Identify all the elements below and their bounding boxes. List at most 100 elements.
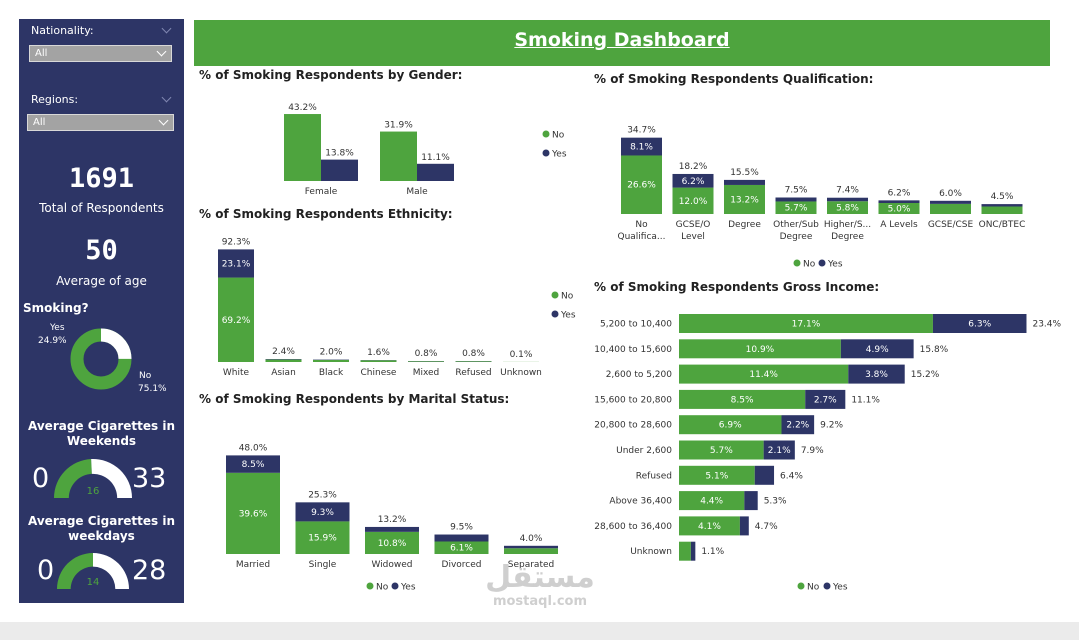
category-label: GCSE/CSE xyxy=(928,220,974,230)
bar-yes xyxy=(739,516,749,536)
bar-yes xyxy=(504,545,558,549)
bar-yes xyxy=(805,389,846,409)
total-label: 2.0% xyxy=(320,348,343,358)
dashboard-header: Smoking Dashboard xyxy=(194,20,1050,66)
data-label: 13.8% xyxy=(325,149,354,159)
qualification-chart: 26.6% 8.1% 34.7% No Qualifica... 12.0% 6.2% 18.… xyxy=(617,126,1026,270)
legend-marker-no xyxy=(551,291,559,299)
bar-yes xyxy=(321,159,358,181)
legend-label-yes: Yes xyxy=(560,311,576,321)
total-label: 6.0% xyxy=(939,189,962,199)
bar-no xyxy=(679,516,740,536)
bar-yes xyxy=(621,137,662,156)
category-label: Chinese xyxy=(361,368,397,378)
chevron-down-icon xyxy=(156,46,167,57)
data-label: 5.7% xyxy=(785,204,808,214)
category-label: GCSE/O xyxy=(676,220,711,230)
regions-chevron-icon[interactable] xyxy=(161,92,172,103)
weekdays-gauge-max: 28 xyxy=(132,555,167,586)
data-label: 17.1% xyxy=(792,320,821,330)
legend-marker-no xyxy=(793,259,801,267)
sidebar: Nationality: All Regions: All 1691 Total… xyxy=(19,19,184,603)
category-label: A Levels xyxy=(880,220,918,230)
total-label: 9.5% xyxy=(450,523,473,533)
total-label: 6.4% xyxy=(780,471,803,481)
legend-marker-yes xyxy=(542,149,550,157)
total-label: 48.0% xyxy=(239,443,268,453)
data-label: 4.4% xyxy=(700,497,723,507)
total-label: 1.6% xyxy=(367,348,390,358)
total-label: 34.7% xyxy=(627,126,656,136)
data-label: 12.0% xyxy=(679,197,708,207)
bar-yes xyxy=(754,465,775,485)
income-chart-title: % of Smoking Respondents Gross Income: xyxy=(594,280,880,294)
watermark-logo: مستقل mostaql.com xyxy=(470,562,610,610)
total-label: 1.1% xyxy=(701,547,724,557)
weekends-title-line2: Weekends xyxy=(66,434,137,448)
average-age-value: 50 xyxy=(85,235,118,266)
data-label: 26.6% xyxy=(627,181,656,191)
donut-slice-yes xyxy=(70,328,132,390)
gauge-value: 16 xyxy=(87,486,100,497)
category-label: Mixed xyxy=(413,368,440,378)
bar-yes xyxy=(672,173,714,188)
total-label: 2.4% xyxy=(272,347,295,357)
total-label: 7.5% xyxy=(785,186,808,196)
legend-label-no: No xyxy=(552,131,565,141)
gauge-remaining xyxy=(91,459,132,498)
category-label: ONC/BTEC xyxy=(979,220,1026,230)
gauge-fill xyxy=(57,553,93,589)
category-label: No xyxy=(635,220,648,230)
ethnicity-chart: 69.2% 23.1% 92.3% White 2.4% Asian 2.0% Black 1.… xyxy=(218,237,576,378)
data-label: 3.8% xyxy=(865,370,888,380)
total-label: 0.8% xyxy=(462,349,485,359)
total-label: 13.2% xyxy=(378,515,407,525)
bar-no xyxy=(672,187,714,214)
weekdays-gauge: 14 xyxy=(57,553,129,589)
smoking-yes-value: 24.9% xyxy=(38,336,67,346)
regions-select[interactable]: All xyxy=(27,114,174,131)
weekends-title-line1: Average Cigarettes in xyxy=(28,419,175,433)
bar-no xyxy=(284,114,321,181)
bar-no xyxy=(313,359,349,362)
gender-chart: 43.2% 13.8% Female 31.9% 11.1% Male No Yes xyxy=(284,103,567,197)
bar-no xyxy=(226,472,280,554)
total-label: 0.1% xyxy=(510,350,533,360)
bar-yes xyxy=(781,415,815,435)
category-label: Married xyxy=(236,560,270,570)
category-label: Asian xyxy=(271,368,296,378)
bar-no xyxy=(827,201,868,214)
total-label: 11.1% xyxy=(851,395,880,405)
weekdays-gauge-min: 0 xyxy=(37,555,55,586)
data-label: 5.0% xyxy=(888,205,911,215)
bar-yes xyxy=(417,163,454,181)
category-label: Other/Sub xyxy=(773,220,819,230)
total-label: 6.2% xyxy=(888,188,911,198)
bar-yes xyxy=(848,364,905,384)
nationality-chevron-icon[interactable] xyxy=(161,23,172,34)
legend-marker-yes xyxy=(391,582,399,590)
bar-no xyxy=(679,440,764,460)
bar-no xyxy=(295,521,350,554)
category-label: Qualifica... xyxy=(617,232,665,242)
bar-yes xyxy=(981,204,1023,207)
gauge-fill xyxy=(54,459,92,498)
bottom-band xyxy=(0,622,1079,640)
category-label: Single xyxy=(309,560,337,570)
category-label: 28,600 to 36,400 xyxy=(594,522,672,532)
weekdays-title-line1: Average Cigarettes in xyxy=(28,514,175,528)
data-label: 4.1% xyxy=(698,522,721,532)
bar-yes xyxy=(878,200,920,203)
total-label: 25.3% xyxy=(308,490,337,500)
bar-yes xyxy=(295,502,350,522)
nationality-select[interactable]: All xyxy=(29,45,172,62)
qualification-chart-title: % of Smoking Respondents Qualification: xyxy=(594,72,874,86)
category-label: White xyxy=(223,368,250,378)
total-label: 5.3% xyxy=(764,497,787,507)
bar-no xyxy=(981,206,1023,214)
data-label: 15.9% xyxy=(308,534,337,544)
weekends-gauge-max: 33 xyxy=(132,463,167,494)
nationality-value: All xyxy=(35,48,48,59)
watermark-latin: mostaql.com xyxy=(492,594,588,609)
bar-no xyxy=(408,361,444,362)
